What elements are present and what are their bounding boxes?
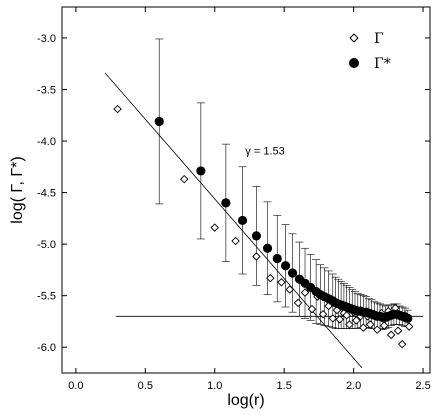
point-gamma	[393, 326, 403, 335]
x-tick-label: 0.5	[138, 380, 153, 392]
y-tick-label: -3.5	[37, 84, 56, 96]
point-gamma	[266, 273, 275, 283]
x-tick-label: 2.5	[415, 380, 430, 392]
y-axis-label: log( Γ, Γ*)	[9, 156, 26, 223]
point-gamma	[318, 309, 328, 319]
point-gamma	[404, 322, 414, 331]
legend-marker-open-diamond	[349, 33, 359, 43]
plot-frame	[61, 6, 431, 374]
point-gamma-star	[196, 166, 206, 176]
point-gamma	[359, 323, 368, 332]
legend-marker-filled-circle	[349, 58, 359, 68]
point-gamma	[179, 174, 189, 184]
point-gamma	[372, 325, 382, 334]
point-gamma-star	[237, 215, 248, 226]
point-gamma	[210, 223, 219, 232]
point-gamma	[386, 330, 396, 340]
point-gamma-star	[272, 253, 282, 264]
tick-labels: 0.0 0.5 1.0 1.5 2.0 2.5 -3.0 -3.5 -4.0 -4.5 -5.0 -5…	[37, 33, 431, 392]
y-tick-label: -4.0	[37, 136, 56, 148]
point-gamma	[307, 304, 317, 314]
error-bars	[155, 38, 412, 330]
point-gamma	[252, 252, 261, 261]
x-tick-label: 0.0	[68, 380, 83, 392]
point-gamma	[285, 285, 294, 294]
y-tick-label: -6.0	[37, 342, 56, 354]
point-gamma-star	[403, 313, 413, 323]
legend-label-gamma-star: Γ*	[374, 56, 391, 72]
legend-label-gamma: Γ	[374, 31, 384, 47]
legend: Γ Γ*	[349, 31, 391, 72]
axis-ticks	[62, 7, 430, 373]
point-gamma	[113, 104, 122, 114]
x-axis-label: log(r)	[227, 392, 264, 409]
point-gamma	[352, 316, 361, 325]
point-gamma	[335, 315, 344, 324]
point-gamma	[342, 311, 351, 320]
point-gamma-star	[221, 198, 231, 208]
point-gamma	[379, 321, 389, 330]
y-tick-label: -5.5	[37, 291, 56, 303]
point-gamma-star	[262, 243, 273, 253]
fit-line	[104, 72, 363, 369]
point-gamma	[300, 288, 310, 297]
y-tick-label: -3.0	[37, 33, 56, 45]
point-gamma	[231, 236, 240, 246]
x-tick-label: 2.0	[346, 380, 361, 392]
point-gamma	[397, 339, 407, 349]
gamma-annotation: γ = 1.53	[245, 145, 284, 157]
point-gamma-star	[287, 268, 298, 278]
x-tick-label: 1.5	[277, 380, 292, 392]
point-gamma-star	[280, 261, 291, 271]
point-gamma-star	[251, 231, 262, 241]
x-tick-label: 1.0	[207, 380, 222, 392]
fit-lines	[104, 72, 424, 369]
point-gamma	[293, 298, 303, 308]
point-gamma	[345, 320, 354, 329]
point-gamma	[328, 314, 338, 323]
point-gamma	[277, 278, 286, 287]
point-gamma-star	[154, 116, 164, 127]
y-tick-label: -4.5	[37, 188, 56, 200]
data-points	[113, 104, 414, 349]
y-tick-label: -5.0	[37, 239, 56, 251]
point-gamma	[366, 320, 375, 329]
